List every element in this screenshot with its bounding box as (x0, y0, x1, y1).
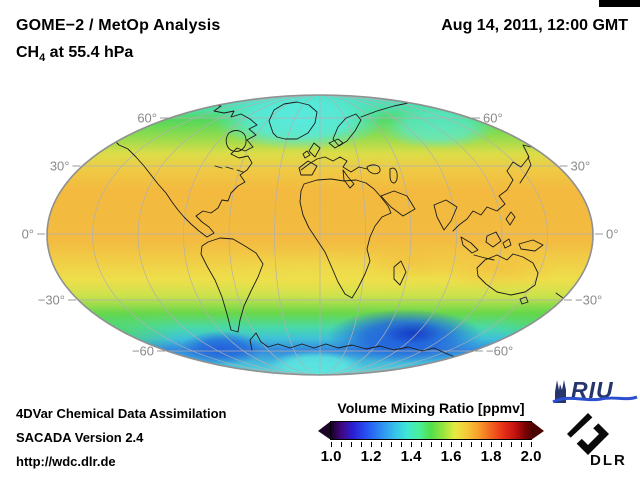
colorbar: Volume Mixing Ratio [ppmv] 1.0 1.2 1.4 1… (318, 400, 544, 470)
colorbar-tick-label: 1.2 (360, 448, 382, 465)
colorbar-title: Volume Mixing Ratio [ppmv] (337, 400, 525, 416)
coast-tasmania (519, 296, 529, 305)
credit-line-assimilation: 4DVar Chemical Data Assimilation (16, 406, 227, 421)
coast-antarctica (249, 332, 456, 358)
wave-icon (552, 395, 638, 404)
coast-india (433, 199, 458, 231)
coast-europe (300, 156, 368, 173)
antarctic-blue-core (385, 322, 441, 344)
colorbar-tick-label: 1.8 (480, 448, 502, 465)
coast-java (473, 254, 495, 261)
coast-arabia (380, 190, 416, 217)
footer-credits: 4DVar Chemical Data Assimilation SACADA … (16, 402, 227, 474)
latitude-labels: 60° 30° 0° −30° −60 60° 30° 0° −30° −60° (22, 111, 619, 359)
timestamp: Aug 14, 2011, 12:00 GMT (441, 17, 628, 34)
colorbar-tick-labels: 1.0 1.2 1.4 1.6 1.8 2.0 (321, 448, 542, 466)
colorbar-tick-label: 1.0 (320, 448, 342, 465)
coast-great-lakes (214, 165, 244, 173)
coast-south-america (200, 237, 264, 333)
coast-hudson-bay (225, 130, 247, 152)
coast-britain (308, 142, 321, 158)
siberia-cyan-patch (380, 105, 496, 149)
page-title: GOME−2 / MetOp Analysis (16, 17, 221, 34)
coast-caspian-sea (389, 167, 398, 184)
coast-black-sea (366, 164, 381, 175)
species-symbol: CH (16, 44, 40, 61)
credit-line-version: SACADA Version 2.4 (16, 430, 144, 445)
colorbar-tick-label: 2.0 (520, 448, 542, 465)
coast-africa (299, 178, 392, 299)
lat-label-left-30: 30° (50, 159, 70, 174)
lat-label-left-neg60: −60 (132, 344, 154, 359)
coast-scandinavia (332, 113, 362, 147)
dlr-logo-text: DLR (590, 452, 627, 469)
lat-label-left-60: 60° (137, 111, 157, 126)
antarctic-blue-west (180, 331, 264, 365)
species-level-label: CH4 at 55.4 hPa (16, 44, 134, 65)
lat-label-right-0: 0° (606, 227, 618, 242)
latitude-ticks (37, 117, 603, 352)
methane-field (47, 95, 593, 375)
colorbar-gradient-strip (330, 421, 532, 440)
south-green-left (56, 306, 180, 358)
australia-orange-patch (436, 246, 560, 290)
coast-borneo (485, 231, 502, 248)
credit-line-url: http://wdc.dlr.de (16, 454, 116, 469)
coast-australia (476, 253, 539, 296)
dlr-logo: DLR (566, 413, 627, 469)
coast-madagascar (393, 260, 407, 286)
lat-label-right-neg60: −60° (486, 344, 513, 359)
lat-label-left-0: 0° (22, 227, 34, 242)
colorbar-minor-ticks (331, 442, 532, 447)
species-subscript: 4 (39, 52, 46, 65)
coast-new-guinea (518, 239, 544, 252)
south-pole-cyan (268, 351, 364, 375)
pressure-level: at 55.4 hPa (45, 44, 134, 61)
colorbar-tick-label: 1.4 (400, 448, 422, 465)
indian-ocean-orange-patch (364, 244, 460, 280)
colorbar-right-arrow (531, 421, 544, 440)
coast-philippines (505, 211, 516, 226)
coast-sulawesi (502, 238, 512, 249)
coast-italy (342, 169, 355, 189)
cathedral-icon (555, 380, 566, 403)
colorbar-left-arrow (318, 421, 331, 440)
dlr-star-slash (566, 414, 602, 448)
map-ellipse-border (46, 94, 594, 376)
lat-label-right-60: 60° (483, 111, 503, 126)
lat-label-left-neg30: −30° (38, 293, 65, 308)
riu-logo: RIU (552, 377, 638, 404)
coast-greenland (268, 101, 318, 140)
dlr-star-icon (567, 413, 609, 455)
coast-sumatra (460, 236, 479, 254)
lat-label-right-neg30: −30° (575, 293, 602, 308)
colorbar-tick-label: 1.6 (440, 448, 462, 465)
coast-iberia (298, 160, 318, 176)
coast-ireland (302, 150, 311, 159)
coast-japan (519, 156, 532, 184)
lat-label-right-30: 30° (571, 159, 591, 174)
top-right-black-bar (599, 0, 640, 7)
